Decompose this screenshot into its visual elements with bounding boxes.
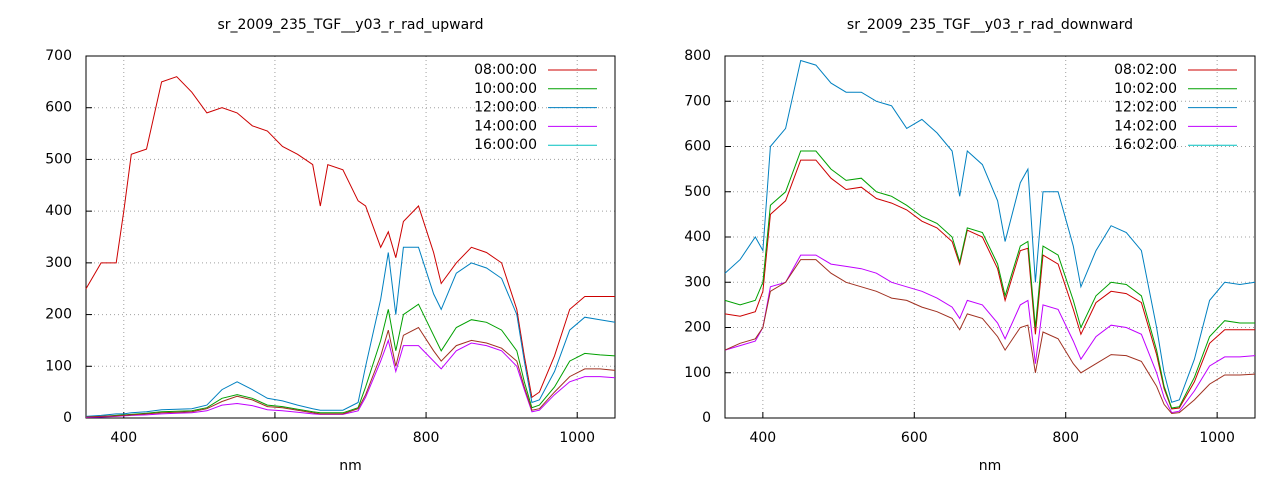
plot-frame — [85, 55, 616, 419]
legend-label: 10:00:00 — [474, 81, 537, 97]
y-tick-label: 400 — [684, 229, 711, 245]
series-line — [85, 338, 616, 418]
y-tick-label: 100 — [684, 365, 711, 381]
series-line — [85, 246, 616, 417]
legend-label: 16:00:00 — [474, 137, 537, 153]
x-tick-label: 600 — [262, 430, 289, 446]
y-tick-label: 300 — [684, 274, 711, 290]
legend-label: 12:00:00 — [474, 100, 537, 116]
legend-label: 08:00:00 — [474, 62, 537, 78]
x-tick-label: 1000 — [1199, 430, 1235, 446]
series-line — [724, 254, 1256, 414]
y-tick-label: 500 — [684, 184, 711, 200]
x-tick-label: 600 — [901, 430, 928, 446]
y-tick-label: 400 — [45, 203, 72, 219]
chart-title: sr_2009_235_TGF__y03_r_rad_downward — [847, 17, 1133, 33]
series-line — [85, 326, 616, 418]
x-tick-label: 1000 — [559, 430, 595, 446]
series-line — [85, 76, 615, 399]
legend-label: 12:02:00 — [1114, 100, 1177, 116]
x-axis-label: nm — [339, 458, 362, 474]
series-line — [724, 59, 1256, 403]
y-tick-label: 100 — [45, 358, 72, 374]
x-axis-label: nm — [979, 458, 1002, 474]
y-tick-label: 500 — [45, 151, 72, 167]
y-tick-label: 700 — [45, 48, 72, 64]
plot-frame — [724, 55, 1256, 419]
y-tick-label: 600 — [684, 139, 711, 155]
y-tick-label: 0 — [702, 410, 711, 426]
y-tick-label: 200 — [684, 320, 711, 336]
y-tick-label: 600 — [45, 100, 72, 116]
y-tick-label: 800 — [684, 48, 711, 64]
series-line — [724, 159, 1255, 410]
legend-label: 16:02:00 — [1114, 137, 1177, 153]
x-tick-label: 800 — [413, 430, 440, 446]
legend-label: 14:02:00 — [1114, 118, 1177, 134]
y-tick-label: 300 — [45, 255, 72, 271]
legend-label: 14:00:00 — [474, 118, 537, 134]
y-tick-label: 0 — [63, 410, 72, 426]
x-tick-label: 800 — [1052, 430, 1079, 446]
x-tick-label: 400 — [749, 430, 776, 446]
series-line — [724, 150, 1255, 409]
series-line — [724, 259, 1256, 415]
series-line — [85, 303, 616, 418]
chart-title: sr_2009_235_TGF__y03_r_rad_upward — [217, 17, 483, 33]
legend-label: 10:02:00 — [1114, 81, 1177, 97]
legend-label: 08:02:00 — [1114, 62, 1177, 78]
x-tick-label: 400 — [110, 430, 137, 446]
y-tick-label: 200 — [45, 307, 72, 323]
y-tick-label: 700 — [684, 93, 711, 109]
